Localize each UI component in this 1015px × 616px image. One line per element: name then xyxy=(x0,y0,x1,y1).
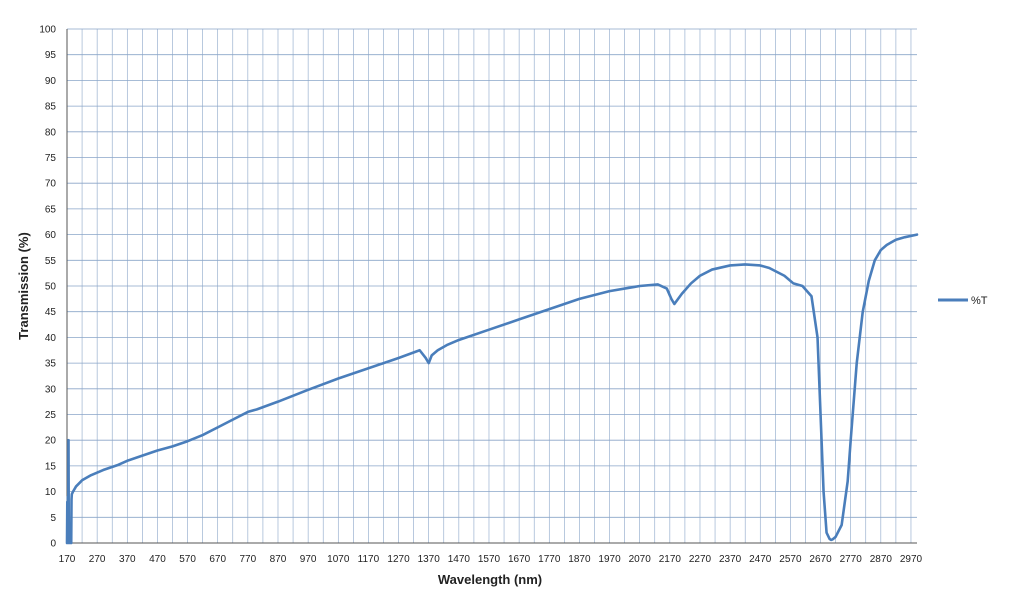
y-tick-label: 45 xyxy=(45,307,57,318)
y-tick-label: 25 xyxy=(45,410,57,421)
x-tick-label: 1170 xyxy=(358,554,380,565)
x-tick-label: 2370 xyxy=(719,554,742,565)
x-tick-label: 1970 xyxy=(598,554,621,565)
x-tick-label: 170 xyxy=(59,554,76,565)
y-tick-label: 55 xyxy=(45,256,57,267)
x-tick-label: 1770 xyxy=(538,554,561,565)
x-axis-title: Wavelength (nm) xyxy=(438,572,542,587)
x-tick-label: 1270 xyxy=(387,554,410,565)
series-line xyxy=(65,233,919,545)
y-tick-label: 50 xyxy=(45,282,57,293)
y-tick-label: 100 xyxy=(39,25,56,36)
y-tick-label: 5 xyxy=(50,513,56,524)
y-tick-label: 15 xyxy=(45,461,57,472)
x-tick-label: 1870 xyxy=(568,554,591,565)
y-tick-label: 95 xyxy=(45,50,57,61)
y-tick-label: 30 xyxy=(45,384,57,395)
y-axis-tick-labels: 0 5 10 15 20 25 30 35 40 45 50 55 60 65 70 75 80 85 90 95 10… xyxy=(39,25,56,550)
x-tick-label: 2170 xyxy=(659,554,682,565)
y-tick-label: 65 xyxy=(45,204,57,215)
y-tick-label: 20 xyxy=(45,436,57,447)
x-tick-label: 1670 xyxy=(508,554,531,565)
x-tick-label: 670 xyxy=(209,554,226,565)
x-tick-label: 1370 xyxy=(418,554,441,565)
x-axis-tick-labels: 170 270 370 470 570 670 770 870 970 1070 1170 1270 1… xyxy=(59,554,923,565)
x-tick-label: 1470 xyxy=(448,554,471,565)
x-tick-label: 2970 xyxy=(900,554,923,565)
x-tick-label: 370 xyxy=(119,554,136,565)
series-layer xyxy=(65,233,919,545)
y-tick-label: 90 xyxy=(45,76,57,87)
x-tick-label: 270 xyxy=(89,554,106,565)
x-tick-label: 1070 xyxy=(327,554,350,565)
y-tick-label: 75 xyxy=(45,153,57,164)
y-tick-label: 0 xyxy=(50,539,56,550)
x-tick-label: 2270 xyxy=(689,554,712,565)
x-tick-label: 2770 xyxy=(840,554,863,565)
x-tick-label: 970 xyxy=(300,554,317,565)
legend-label: %T xyxy=(971,295,988,307)
y-tick-label: 10 xyxy=(45,487,57,498)
x-tick-label: 770 xyxy=(240,554,257,565)
grid xyxy=(66,28,917,544)
y-tick-label: 60 xyxy=(45,230,57,241)
legend: %T xyxy=(938,295,988,307)
x-tick-label: 2870 xyxy=(870,554,893,565)
y-axis-title: Transmission (%) xyxy=(16,232,31,340)
x-tick-label: 2570 xyxy=(779,554,802,565)
x-tick-label: 1570 xyxy=(478,554,501,565)
y-tick-label: 70 xyxy=(45,179,57,190)
y-tick-label: 40 xyxy=(45,333,57,344)
plot-area xyxy=(66,29,917,544)
x-tick-label: 2670 xyxy=(809,554,832,565)
y-tick-label: 80 xyxy=(45,127,57,138)
x-tick-label: 2070 xyxy=(629,554,652,565)
x-tick-label: 870 xyxy=(270,554,287,565)
y-tick-label: 85 xyxy=(45,102,57,113)
x-tick-label: 570 xyxy=(179,554,196,565)
x-tick-label: 2470 xyxy=(749,554,772,565)
x-tick-label: 470 xyxy=(149,554,166,565)
y-tick-label: 35 xyxy=(45,359,57,370)
